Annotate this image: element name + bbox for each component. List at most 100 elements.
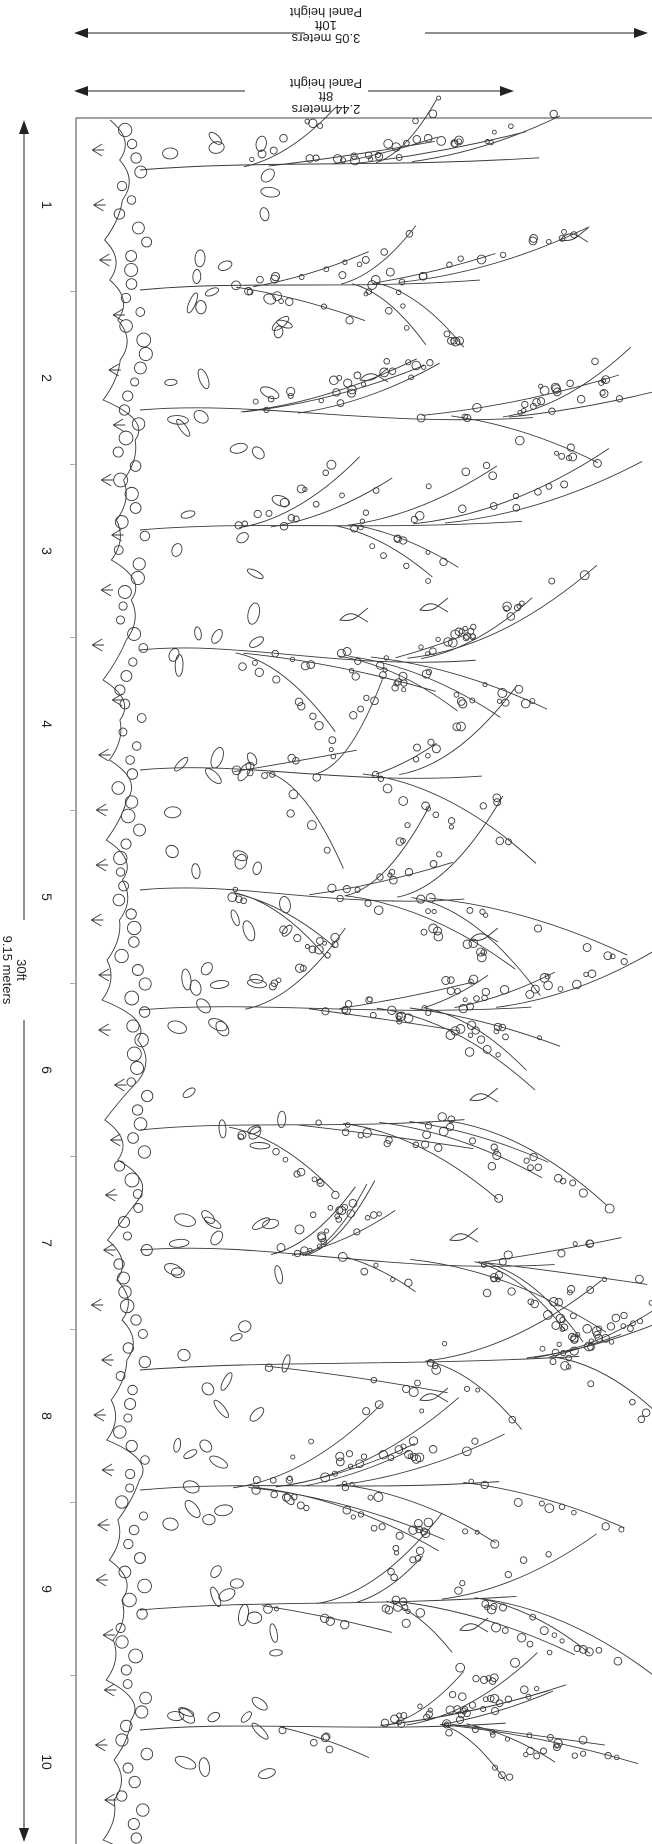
blossom: [488, 471, 498, 481]
blossom: [296, 1501, 305, 1510]
blossom: [272, 1147, 280, 1156]
blossom: [373, 1492, 384, 1502]
blossom: [453, 691, 460, 698]
leaf: [263, 293, 277, 305]
blossom: [408, 1525, 418, 1535]
blossom: [620, 1311, 628, 1320]
rock-pebble: [138, 1355, 151, 1369]
blossom: [481, 987, 490, 997]
blossom: [627, 1325, 634, 1332]
leaf: [208, 141, 225, 154]
tree-branch: [243, 365, 425, 413]
blossom: [489, 502, 498, 510]
bird: [559, 227, 589, 243]
blossom: [443, 637, 453, 647]
blossom: [279, 497, 290, 508]
leaf: [178, 1708, 196, 1724]
rock-pebble: [132, 557, 146, 571]
blossom: [279, 133, 288, 143]
blossom: [350, 524, 359, 533]
blossom: [377, 775, 385, 782]
blossom: [272, 675, 281, 684]
blossom: [306, 660, 316, 669]
leaf: [209, 1455, 228, 1469]
leaf: [255, 135, 267, 152]
blossom: [369, 543, 376, 550]
blossom: [427, 1707, 433, 1713]
blossom: [471, 1726, 479, 1734]
leaf: [211, 629, 223, 644]
blossom: [486, 1694, 495, 1703]
blossom: [404, 1278, 413, 1287]
leaf: [283, 1493, 295, 1506]
blossom: [370, 1211, 378, 1219]
tree-branch: [406, 1652, 538, 1726]
blossom: [635, 1274, 644, 1284]
blossom: [422, 1130, 431, 1140]
leaf: [198, 1757, 211, 1777]
rock-pebble: [119, 319, 133, 333]
leaf: [164, 806, 182, 819]
leaf: [167, 1711, 185, 1722]
blossom: [364, 899, 372, 907]
blossom: [514, 684, 524, 694]
blossom: [458, 1003, 468, 1014]
blossom: [525, 1693, 532, 1700]
blossom: [539, 1626, 549, 1636]
blossom: [570, 1335, 579, 1344]
blossom: [456, 697, 466, 706]
leaf: [173, 1438, 182, 1453]
blossom: [544, 1503, 555, 1514]
rock-pebble: [120, 670, 133, 682]
blossom: [400, 837, 406, 844]
tree-branch: [335, 525, 433, 578]
tree-branch: [309, 861, 453, 896]
leaf: [168, 1238, 190, 1248]
blossom: [604, 1752, 612, 1760]
blossom: [468, 1137, 477, 1145]
blossom: [403, 139, 410, 147]
blossom: [401, 687, 407, 693]
blossom: [425, 893, 436, 903]
tree-branch: [442, 1690, 554, 1725]
blossom: [432, 811, 440, 819]
blossom: [520, 407, 527, 414]
blossom: [493, 1022, 502, 1031]
blossom: [641, 1408, 651, 1417]
blossom: [314, 720, 324, 731]
blossom: [586, 1286, 595, 1294]
leaf: [249, 1142, 271, 1150]
rock-pebble: [124, 990, 140, 1006]
blossom: [231, 765, 242, 776]
blossom: [251, 1485, 261, 1495]
tree-trunk: [139, 647, 476, 663]
blossom: [463, 1385, 471, 1392]
blossom: [551, 1632, 558, 1638]
blossom: [405, 359, 412, 366]
rock-pebble: [134, 1552, 146, 1564]
blossom: [431, 1365, 442, 1375]
leaf: [189, 979, 202, 996]
ground-line: [101, 119, 147, 1844]
blossom: [287, 514, 296, 522]
rock-pebble: [136, 1803, 150, 1817]
bird: [469, 1087, 499, 1103]
leaf: [191, 863, 201, 880]
blossom: [380, 552, 387, 559]
blossom: [466, 1002, 474, 1011]
blossom: [380, 248, 388, 256]
blossom: [534, 1163, 543, 1171]
tree-trunk: [139, 157, 540, 171]
rock-pebble: [120, 838, 132, 850]
blossom: [374, 1400, 384, 1409]
rock-pebble: [129, 502, 142, 514]
blossom: [251, 659, 258, 666]
tree-branch: [344, 895, 516, 970]
rock-pebble: [118, 601, 128, 611]
blossom: [513, 604, 522, 612]
blossom: [494, 1270, 504, 1280]
rock-pebble: [112, 446, 124, 458]
leaf: [230, 909, 240, 927]
tree-trunk: [139, 520, 523, 531]
leaf: [164, 378, 178, 386]
